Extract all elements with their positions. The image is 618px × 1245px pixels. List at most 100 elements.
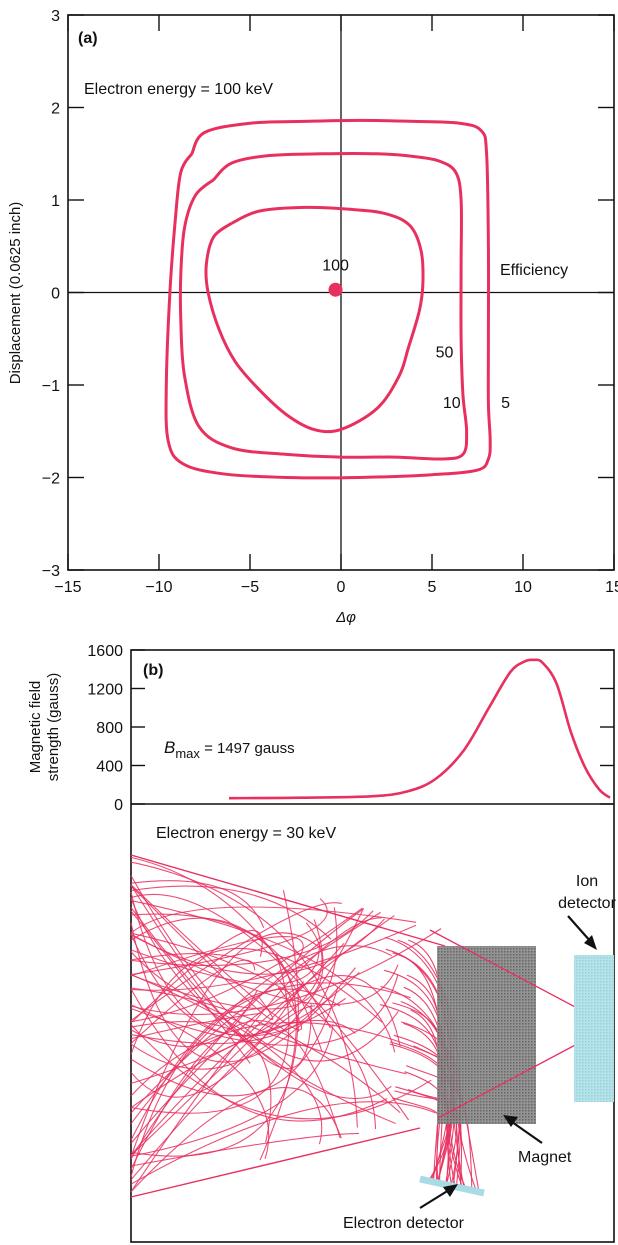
field-y-tick-label: 1600 [87, 643, 123, 660]
electron-trajectory [130, 1101, 436, 1185]
electron-trajectory [130, 919, 324, 1010]
electron-trajectory [130, 974, 399, 1047]
contour-5 [164, 118, 492, 480]
y-tick-label: 2 [51, 101, 60, 118]
electron-trajectory [130, 953, 300, 1032]
electron-trajectory [130, 908, 364, 1070]
panel-b: 0 400 800 1200 1600 (b) Bmax = 1497 gauss Ma… [27, 643, 615, 1243]
electron-trajectory [130, 947, 383, 1055]
electron-trajectory [130, 911, 381, 1114]
electron-trajectory [130, 907, 338, 1045]
field-strength-curve [228, 658, 611, 800]
electron-trajectory [130, 906, 417, 934]
electron-trajectory [130, 900, 396, 1053]
contour-label-10: 10 [443, 395, 461, 412]
trajectory-diagram: Electron energy = 30 keV Ion detector Ma… [130, 825, 617, 1232]
field-y-tick-label: 1200 [87, 682, 123, 699]
y-tick-label: 1 [51, 193, 60, 210]
field-y-tick-label: 800 [96, 720, 123, 737]
electron-trajectory [130, 1024, 334, 1157]
bmax-value: = 1497 gauss [200, 740, 295, 757]
ion-detector-arrow [567, 915, 597, 950]
electron-trajectory [130, 1012, 261, 1040]
efficiency-label: Efficiency [500, 262, 568, 279]
y-tick-label: 3 [51, 8, 60, 25]
ion-detector-label-line1: Ion [576, 873, 598, 890]
x-tick-label: 0 [337, 579, 346, 596]
x-tick-label: 15 [605, 579, 618, 596]
electron-trajectory [130, 932, 320, 1158]
electron-trajectory [130, 1127, 421, 1198]
electron-trajectories [130, 854, 480, 1198]
electron-trajectory [130, 889, 299, 1157]
x-axis-label: Δφ [335, 609, 356, 626]
y-axis-label: Displacement (0.0625 inch) [7, 202, 24, 385]
electron-trajectory [130, 986, 339, 1097]
electron-trajectory [130, 885, 332, 940]
electron-trajectory [130, 951, 407, 1075]
electron-trajectory [130, 933, 399, 1006]
contour-10 [178, 151, 469, 461]
panel-b-label: (b) [143, 662, 163, 679]
y-tick-label: −1 [42, 378, 60, 395]
contour-label-50: 50 [436, 344, 454, 361]
bmax-symbol: B [164, 738, 175, 757]
ion-detector-label-line2: detector [558, 895, 616, 912]
electron-trajectory [130, 898, 396, 1125]
y-tick-label: −2 [42, 471, 60, 488]
electron-detector-label: Electron detector [343, 1215, 465, 1232]
y-tick-label: 0 [51, 286, 60, 303]
contour-50 [204, 205, 425, 434]
electron-trajectory [130, 982, 411, 1177]
panel-b-tick-labels: 0 400 800 1200 1600 [87, 643, 123, 814]
magnet-arrow [503, 1115, 543, 1144]
electron-trajectory [130, 908, 365, 1160]
field-y-tick-label: 0 [114, 797, 123, 814]
y-tick-label: −3 [42, 563, 60, 580]
electron-trajectory [130, 1019, 356, 1109]
panel-b-ticks [131, 649, 614, 805]
panel-a-label: (a) [78, 30, 98, 47]
electron-trajectory [130, 988, 388, 1122]
x-tick-label: −10 [145, 579, 172, 596]
contour-labels: 5 10 50 [436, 344, 511, 412]
magnet [437, 946, 536, 1124]
electron-trajectory [391, 1097, 441, 1182]
electron-trajectory [130, 945, 392, 1125]
center-point-label: 100 [322, 258, 349, 275]
x-tick-label: 5 [428, 579, 437, 596]
panel-b-frame [130, 649, 615, 1243]
electron-trajectory [130, 928, 442, 1015]
energy-annotation: Electron energy = 30 keV [156, 825, 336, 842]
bmax-annotation: Bmax = 1497 gauss [164, 738, 295, 761]
electron-trajectory [130, 854, 446, 947]
electron-trajectory [130, 885, 274, 1021]
electron-trajectory [130, 974, 323, 1145]
ion-detector [574, 955, 614, 1102]
panel-a-annotation: Electron energy = 100 keV [84, 81, 273, 98]
contour-label-5: 5 [501, 395, 510, 412]
electron-trajectory [130, 884, 302, 1031]
electron-trajectory [130, 1132, 360, 1167]
electron-trajectory [130, 1004, 270, 1159]
electron-trajectory [130, 942, 345, 1156]
field-y-axis-label-line1: Magnetic field [27, 681, 44, 774]
electron-trajectory [130, 856, 323, 1052]
panel-a-contours [164, 118, 492, 480]
center-point [328, 282, 343, 297]
electron-trajectory [130, 1020, 341, 1170]
electron-trajectory [130, 936, 304, 977]
x-tick-label: −15 [54, 579, 81, 596]
electron-trajectory [130, 884, 312, 1069]
electron-trajectory [130, 902, 342, 1022]
x-tick-label: 10 [514, 579, 532, 596]
electron-trajectory [130, 1087, 342, 1193]
electron-trajectory [130, 1021, 443, 1097]
electron-trajectory [130, 917, 331, 1029]
bmax-subscript: max [175, 746, 200, 761]
electron-trajectory [130, 861, 358, 1128]
field-y-tick-label: 400 [96, 759, 123, 776]
